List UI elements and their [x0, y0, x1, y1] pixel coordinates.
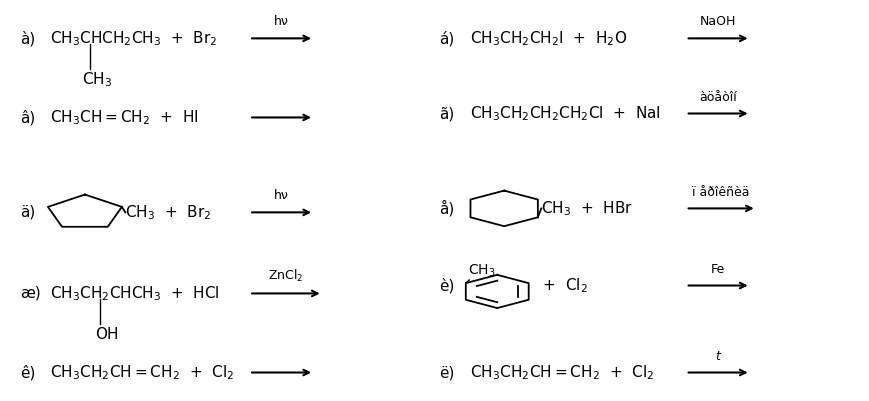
Text: t: t [715, 350, 720, 363]
Text: CH$_3$CHCH$_2$CH$_3$  +  Br$_2$: CH$_3$CHCH$_2$CH$_3$ + Br$_2$ [50, 29, 217, 48]
Text: OH: OH [96, 328, 119, 342]
Text: ê): ê) [20, 365, 36, 380]
Text: CH$_3$  +  HBr: CH$_3$ + HBr [541, 199, 633, 218]
Text: â): â) [20, 110, 36, 125]
Text: à): à) [20, 30, 36, 46]
Text: CH$_3$CH$_2$CH$=$CH$_2$  +  Cl$_2$: CH$_3$CH$_2$CH$=$CH$_2$ + Cl$_2$ [469, 363, 653, 382]
Text: CH$_3$CH$_2$CH$_2$CH$_2$Cl  +  NaI: CH$_3$CH$_2$CH$_2$CH$_2$Cl + NaI [469, 104, 660, 123]
Text: á): á) [439, 30, 454, 46]
Text: ë): ë) [439, 365, 454, 380]
Text: NaOH: NaOH [700, 16, 735, 28]
Text: æ): æ) [20, 286, 41, 301]
Text: ä): ä) [20, 205, 36, 220]
Text: ï åðîêñèä: ï åðîêñèä [692, 186, 749, 198]
Text: ZnCl$_2$: ZnCl$_2$ [268, 267, 303, 284]
Text: CH$_3$: CH$_3$ [468, 263, 495, 279]
Text: hν: hν [274, 190, 289, 203]
Text: å): å) [439, 200, 454, 217]
Text: CH$_3$CH$_2$CH$_2$I  +  H$_2$O: CH$_3$CH$_2$CH$_2$I + H$_2$O [469, 29, 626, 48]
Text: CH$_3$  +  Br$_2$: CH$_3$ + Br$_2$ [125, 203, 211, 222]
Text: àöåòîí: àöåòîí [699, 91, 736, 103]
Text: Fe: Fe [710, 263, 725, 275]
Text: ã): ã) [439, 106, 454, 121]
Text: è): è) [439, 278, 454, 293]
Text: CH$_3$CH$=$CH$_2$  +  HI: CH$_3$CH$=$CH$_2$ + HI [50, 108, 198, 127]
Text: +  Cl$_2$: + Cl$_2$ [533, 276, 587, 295]
Text: CH$_3$CH$_2$CHCH$_3$  +  HCl: CH$_3$CH$_2$CHCH$_3$ + HCl [50, 284, 220, 303]
Text: CH$_3$: CH$_3$ [83, 71, 112, 89]
Text: CH$_3$CH$_2$CH$=$CH$_2$  +  Cl$_2$: CH$_3$CH$_2$CH$=$CH$_2$ + Cl$_2$ [50, 363, 235, 382]
Text: hν: hν [274, 16, 289, 28]
